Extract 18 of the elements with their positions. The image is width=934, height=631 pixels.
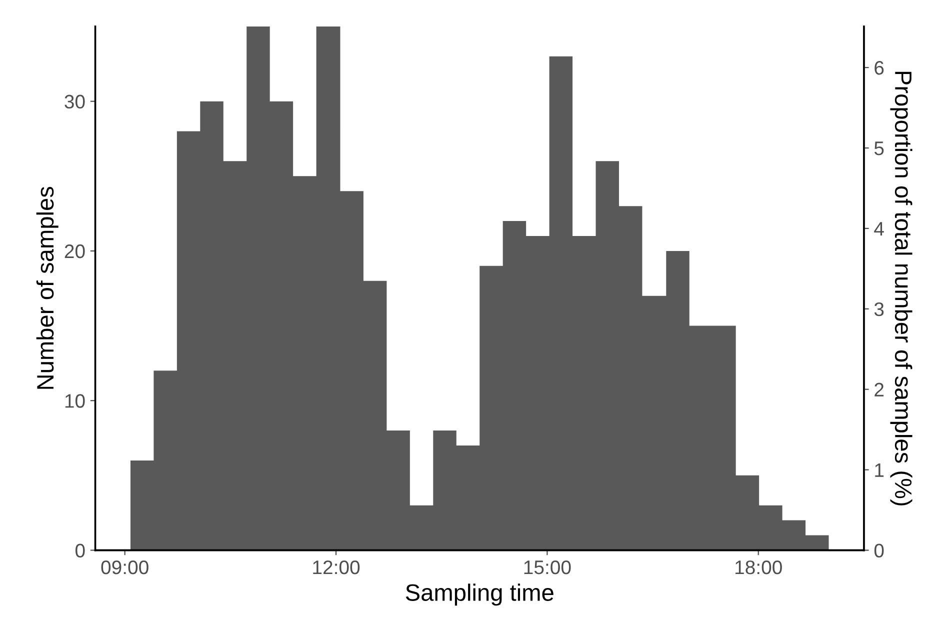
y2-tick-label: 1: [875, 463, 884, 477]
x-tick-label: 18:00: [736, 560, 782, 574]
x-axis-title: Sampling time: [406, 584, 554, 606]
y2-tick-label: 3: [874, 302, 884, 316]
y-tick-label: 10: [65, 394, 85, 408]
x-tick-label: 09:00: [101, 560, 148, 574]
y2-tick-label: 5: [874, 142, 884, 156]
x-tick-label: 15:00: [524, 560, 571, 574]
y2-tick-label: 2: [874, 382, 884, 396]
y2-tick-label: 6: [874, 61, 884, 75]
y-tick-label: 30: [64, 94, 85, 109]
y-tick-label: 0: [75, 544, 85, 558]
x-tick-label: 12:00: [313, 560, 360, 574]
y2-tick-label: 0: [874, 544, 884, 558]
y-axis-title: Number of samples: [36, 186, 58, 389]
y2-axis-title: Proportion of total number of samples (%): [890, 72, 912, 506]
y-tick-label: 20: [64, 244, 85, 258]
y2-tick-label: 4: [874, 222, 884, 236]
